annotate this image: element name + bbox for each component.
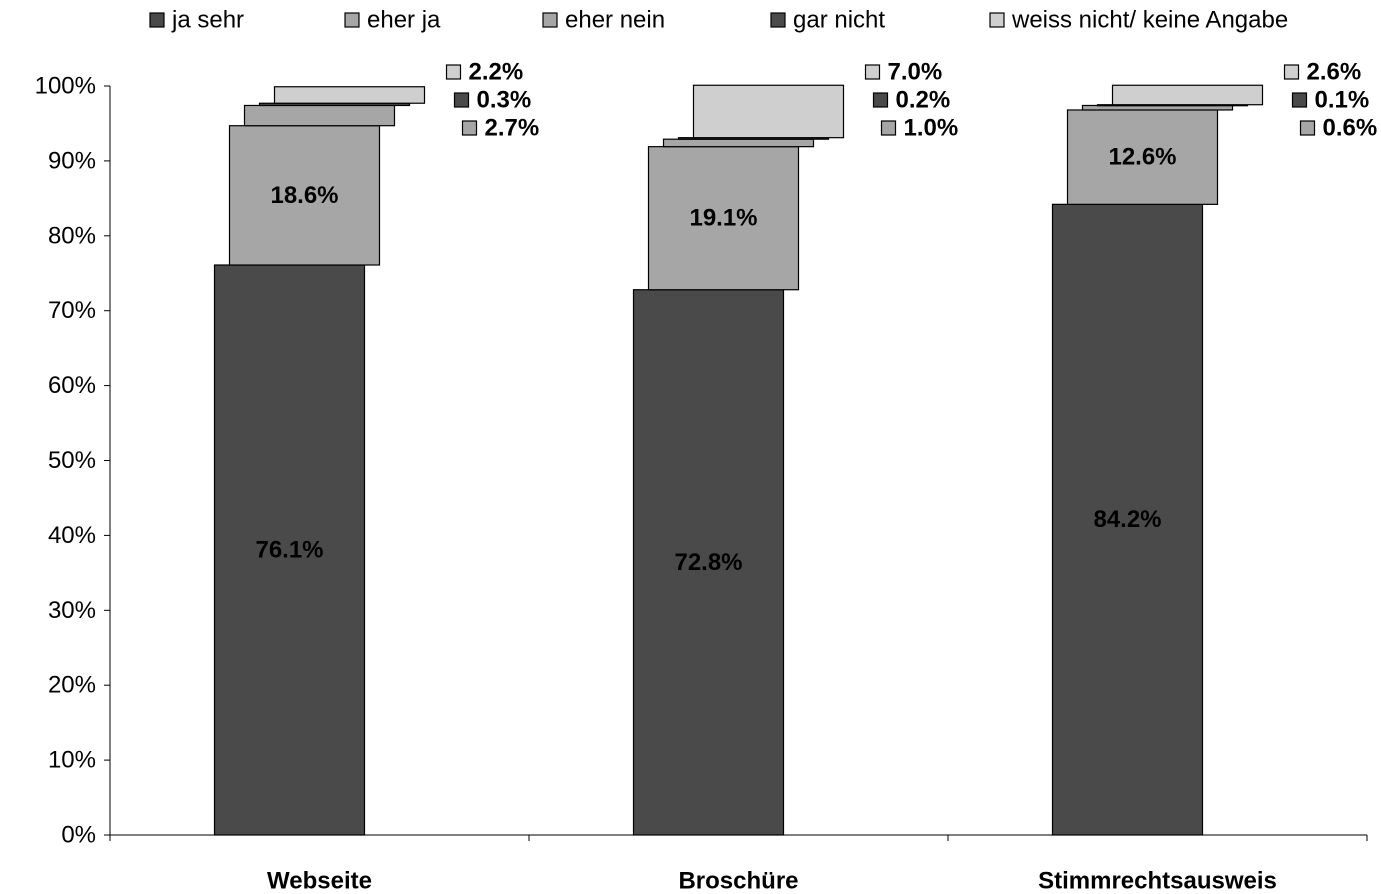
y-tick-label: 80% — [48, 222, 96, 249]
legend-label: ja sehr — [171, 7, 244, 34]
x-category-label: Webseite — [267, 868, 372, 894]
callout-label: 2.2% — [469, 59, 524, 86]
bar-segment — [243, 104, 396, 127]
data-label: 18.6% — [270, 182, 338, 209]
bar-segment — [662, 138, 815, 148]
legend-label: weiss nicht/ keine Angabe — [1011, 7, 1288, 34]
data-label: 12.6% — [1108, 144, 1176, 171]
bar-segment — [632, 289, 785, 836]
callout-label: 0.1% — [1315, 87, 1370, 114]
y-tick-label: 70% — [48, 297, 96, 324]
data-label: 19.1% — [689, 205, 757, 232]
callout-swatch — [461, 120, 478, 136]
y-tick-label: 30% — [48, 597, 96, 624]
y-tick-label: 50% — [48, 447, 96, 474]
legend-label: eher nein — [565, 7, 665, 34]
callout-swatch — [1299, 120, 1316, 136]
bar-segment — [228, 125, 381, 266]
callout-label: 1.0% — [904, 115, 959, 142]
bar-segment — [273, 86, 426, 104]
y-tick-label: 10% — [48, 747, 96, 774]
legend-swatch — [542, 12, 558, 28]
legend-swatch — [770, 12, 786, 28]
y-tick-label: 100% — [35, 73, 96, 100]
callout-label: 0.3% — [477, 87, 532, 114]
bar-segment — [1051, 203, 1204, 836]
callout-swatch — [872, 92, 889, 108]
y-tick-label: 40% — [48, 522, 96, 549]
legend-label: gar nicht — [793, 7, 885, 34]
bar-segment — [1066, 109, 1219, 205]
callout-label: 2.6% — [1307, 59, 1362, 86]
callout-swatch — [1291, 92, 1308, 108]
callout-swatch — [453, 92, 470, 108]
callout-swatch — [1283, 64, 1300, 80]
y-tick-label: 90% — [48, 147, 96, 174]
y-tick-label: 0% — [61, 822, 96, 849]
callout-label: 0.2% — [896, 87, 951, 114]
callout-swatch — [445, 64, 462, 80]
x-category-label: Stimmrechtsausweis — [1038, 868, 1277, 894]
x-category-label: Broschüre — [678, 868, 798, 894]
callout-swatch — [880, 120, 897, 136]
y-tick-label: 60% — [48, 372, 96, 399]
data-label: 84.2% — [1093, 506, 1161, 533]
data-label: 72.8% — [674, 549, 742, 576]
callout-label: 7.0% — [888, 59, 943, 86]
data-label: 76.1% — [255, 537, 323, 564]
callout-swatch — [864, 64, 881, 80]
bar-segment — [1111, 84, 1264, 106]
legend-swatch — [344, 12, 360, 28]
legend-swatch — [989, 12, 1005, 28]
bar-segment — [647, 146, 800, 291]
bar-segment — [213, 264, 366, 836]
callout-label: 2.7% — [485, 115, 540, 142]
y-tick-label: 20% — [48, 672, 96, 699]
legend-swatch — [149, 12, 165, 28]
bar-segment — [692, 84, 845, 139]
legend-label: eher ja — [367, 7, 441, 34]
callout-label: 0.6% — [1323, 115, 1378, 142]
